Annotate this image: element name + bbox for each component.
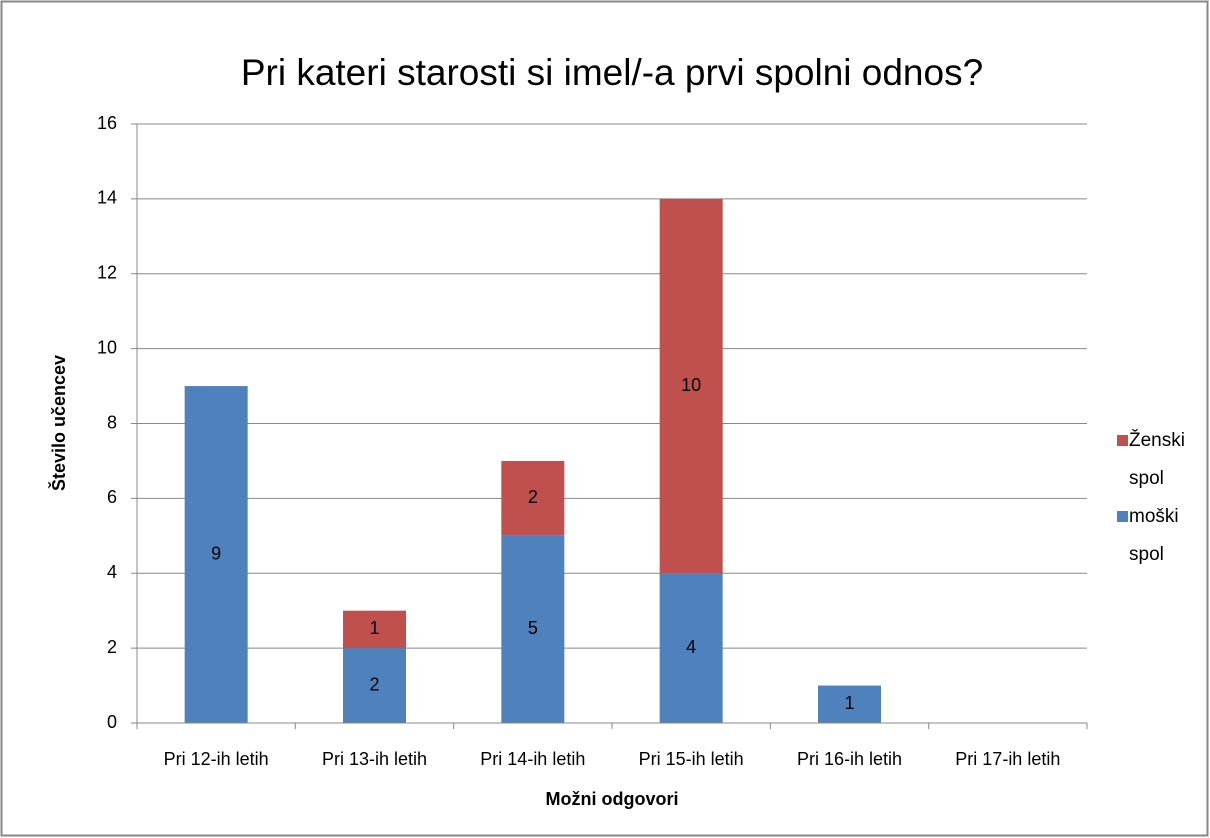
y-axis-label: Število učencev: [48, 355, 69, 491]
bar-segment: [659, 198, 723, 574]
x-axis-label: Možni odgovori: [546, 789, 679, 809]
x-tick-label: Pri 16-ih letih: [797, 749, 902, 769]
legend: Ženski spol moški spol: [1117, 422, 1197, 574]
y-tick-label: 4: [107, 562, 117, 582]
data-label: 1: [844, 693, 854, 713]
bar-segment: [501, 460, 565, 536]
data-label: 4: [686, 637, 696, 657]
y-tick-label: 8: [107, 412, 117, 432]
legend-item: moški spol: [1117, 498, 1197, 574]
y-tick-label: 10: [97, 337, 117, 357]
y-tick-label: 2: [107, 637, 117, 657]
legend-label: Ženski spol: [1129, 430, 1185, 489]
bar-segment: [501, 535, 565, 723]
data-label: 2: [369, 674, 379, 694]
data-label: 2: [528, 487, 538, 507]
chart-title: Pri kateri starosti si imel/-a prvi spol…: [241, 52, 983, 93]
y-tick-label: 12: [97, 263, 117, 283]
bar-segment: [184, 386, 248, 723]
legend-swatch: [1117, 435, 1128, 446]
x-tick-label: Pri 12-ih letih: [164, 749, 269, 769]
legend-label: moški spol: [1129, 506, 1179, 565]
bar-segment: [343, 610, 406, 649]
data-label: 10: [681, 375, 701, 395]
x-tick-label: Pri 17-ih letih: [955, 749, 1060, 769]
x-tick-label: Pri 15-ih letih: [639, 749, 744, 769]
x-tick-label: Pri 13-ih letih: [322, 749, 427, 769]
data-label: 9: [211, 543, 221, 563]
bar-segment: [818, 685, 881, 723]
y-tick-label: 6: [107, 487, 117, 507]
data-label: 1: [369, 618, 379, 638]
bar-segment: [343, 648, 406, 723]
x-tick-label: Pri 14-ih letih: [480, 749, 585, 769]
legend-swatch: [1117, 511, 1128, 522]
y-tick-label: 16: [97, 113, 117, 133]
y-tick-label: 0: [107, 712, 117, 732]
data-label: 5: [528, 618, 538, 638]
bar-segment: [659, 573, 723, 723]
y-tick-label: 14: [97, 188, 117, 208]
legend-item: Ženski spol: [1117, 422, 1197, 498]
